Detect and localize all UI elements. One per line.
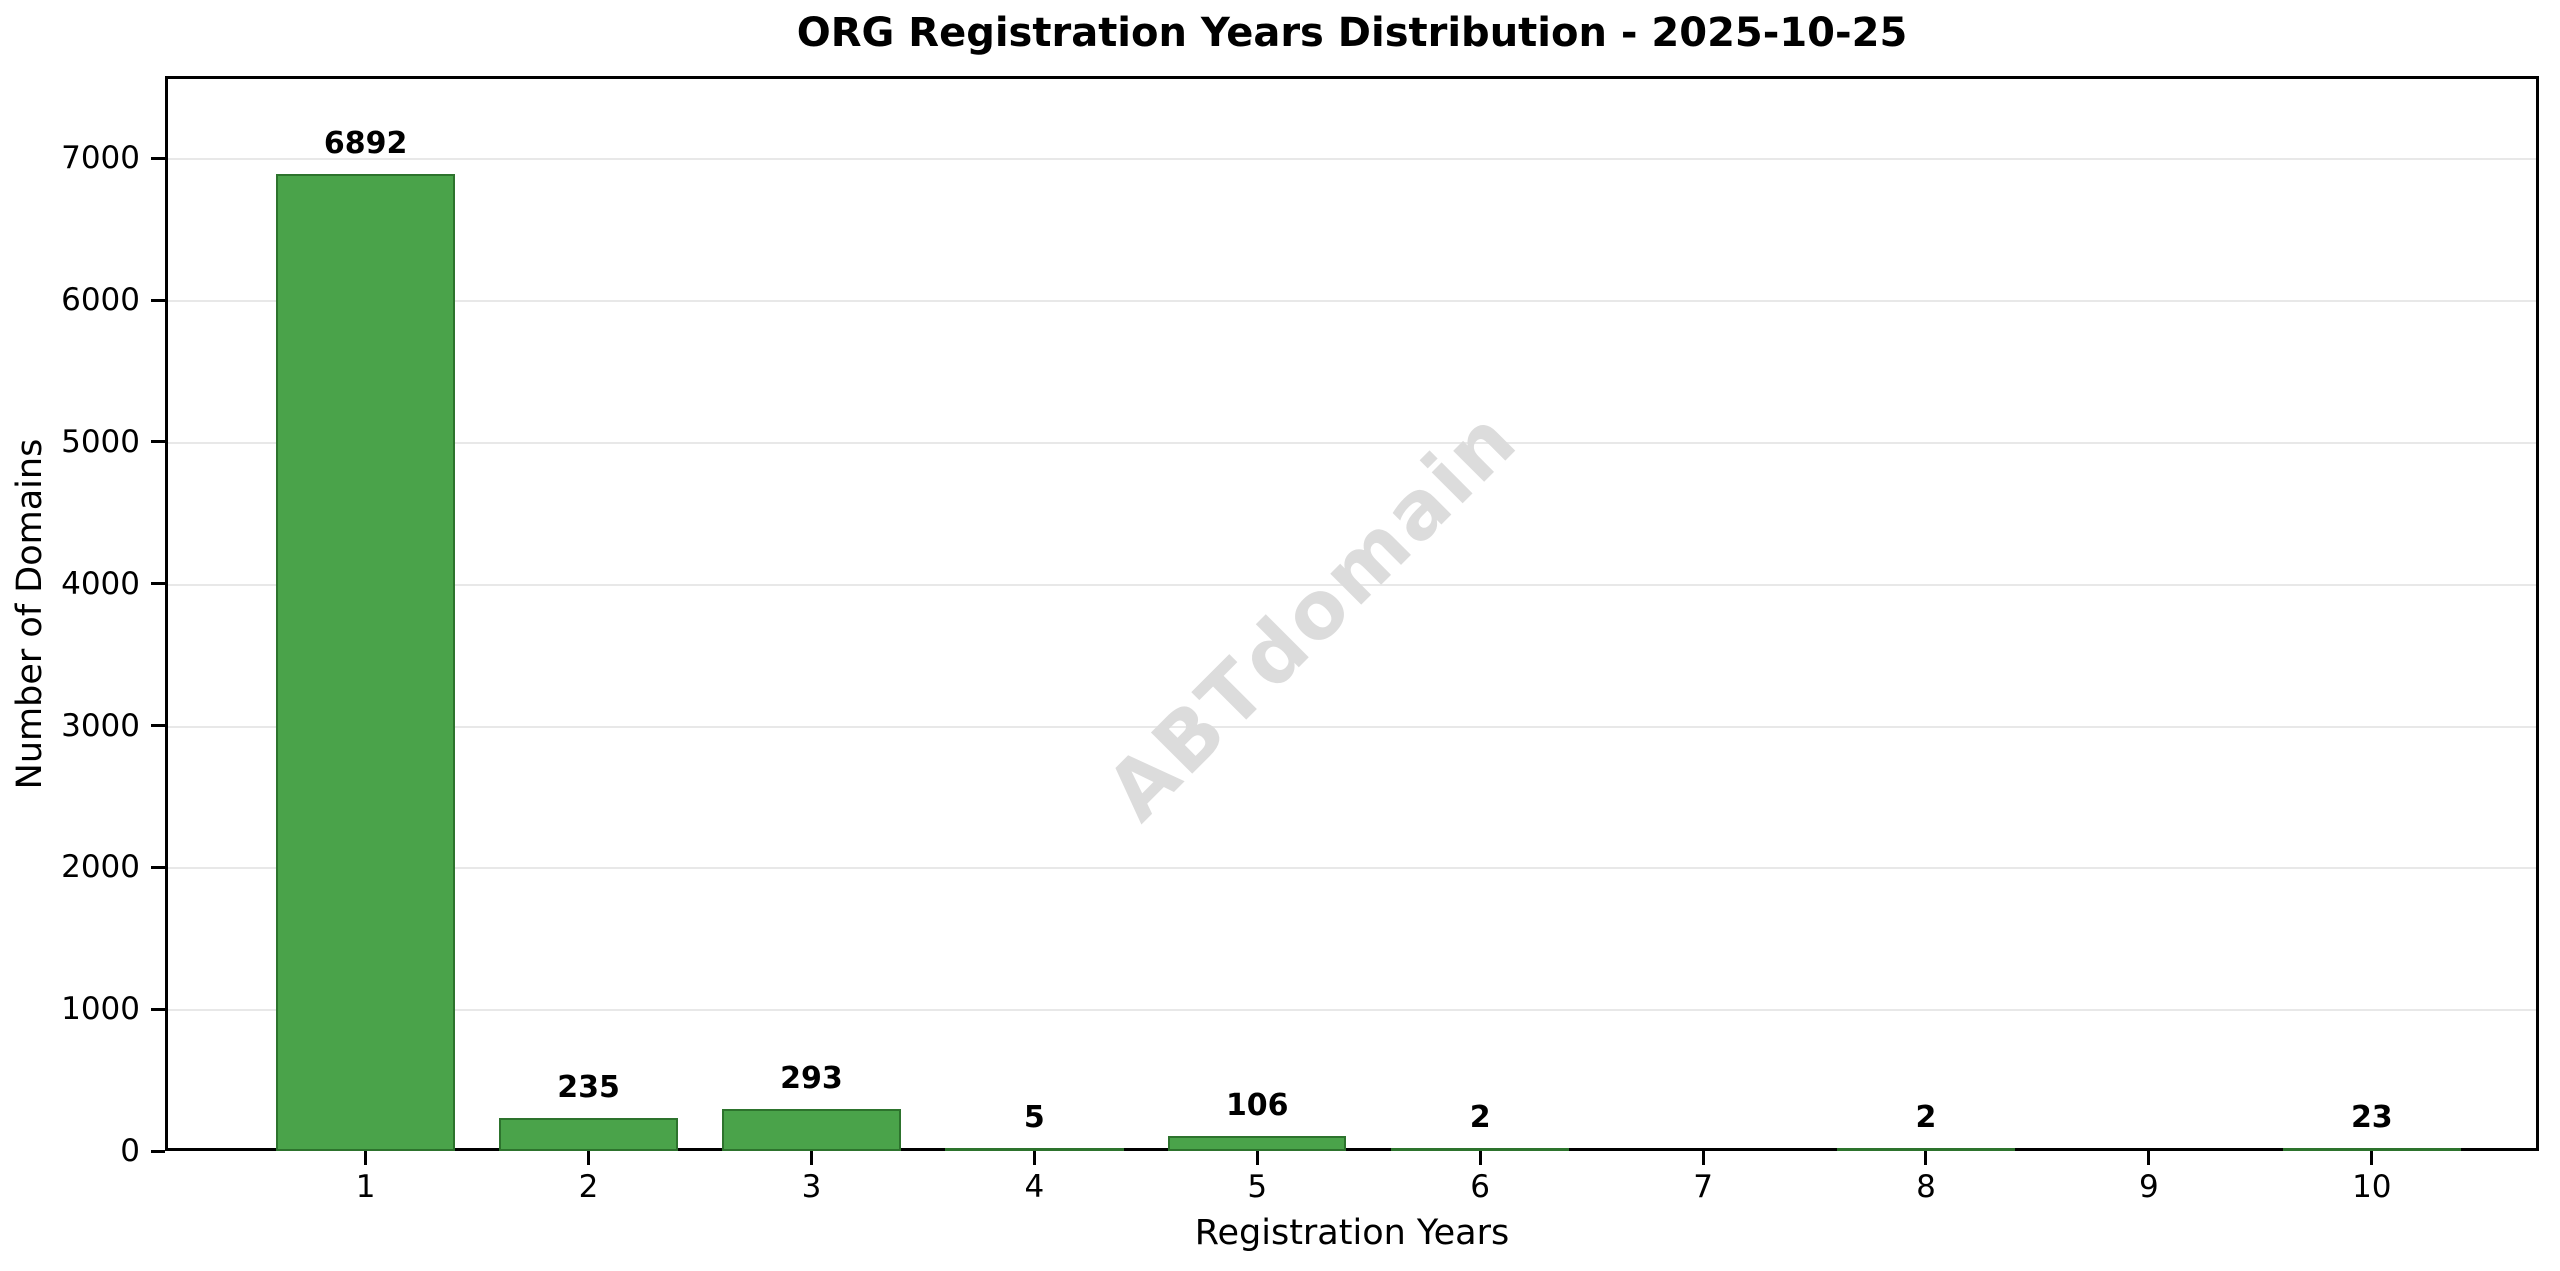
y-tick-mark-0 [151, 1149, 165, 1153]
x-tick-label-8: 8 [1916, 1169, 1936, 1205]
plot-area [165, 76, 2539, 1151]
x-tick-mark-6 [1478, 1151, 1482, 1165]
bar-year-6 [1391, 1148, 1570, 1151]
bar-value-label-1: 6892 [323, 125, 408, 161]
x-tick-mark-10 [2370, 1151, 2374, 1165]
x-tick-label-4: 4 [1024, 1169, 1045, 1205]
y-tick-label-0: 0 [120, 1133, 140, 1169]
gridline-y-2000 [168, 867, 2536, 870]
gridline-y-1000 [168, 1009, 2536, 1012]
bar-year-10 [2282, 1148, 2461, 1151]
x-tick-mark-2 [587, 1151, 591, 1165]
y-tick-label-7000: 7000 [61, 140, 140, 177]
bar-value-label-3: 293 [780, 1061, 843, 1097]
gridline-y-4000 [168, 583, 2536, 586]
gridline-y-6000 [168, 300, 2536, 303]
chart-title: ORG Registration Years Distribution - 20… [796, 10, 1908, 56]
bar-year-8 [1836, 1148, 2016, 1151]
y-tick-label-2000: 2000 [61, 849, 140, 886]
bar-year-4 [945, 1148, 1124, 1151]
y-tick-mark-1000 [151, 1007, 165, 1011]
y-tick-label-5000: 5000 [61, 423, 140, 460]
x-tick-label-1: 1 [355, 1169, 376, 1205]
gridline-y-7000 [168, 158, 2536, 161]
bar-year-3 [722, 1109, 901, 1151]
y-tick-label-1000: 1000 [61, 991, 140, 1028]
y-tick-label-6000: 6000 [61, 282, 140, 319]
bar-value-label-8: 2 [1915, 1100, 1937, 1135]
gridline-y-3000 [168, 725, 2536, 728]
y-tick-mark-2000 [151, 865, 165, 869]
x-tick-mark-1 [364, 1151, 368, 1165]
x-tick-label-5: 5 [1247, 1169, 1268, 1205]
bar-value-label-2: 235 [557, 1069, 620, 1105]
x-tick-label-10: 10 [2352, 1169, 2392, 1205]
y-tick-mark-4000 [151, 582, 165, 586]
bar-value-label-5: 106 [1225, 1087, 1289, 1123]
x-axis-label: Registration Years [1194, 1213, 1510, 1253]
gridline-y-5000 [168, 441, 2536, 444]
x-tick-label-2: 2 [578, 1169, 599, 1205]
x-tick-label-7: 7 [1693, 1169, 1713, 1205]
bar-value-label-4: 5 [1023, 1100, 1045, 1135]
bar-year-5 [1168, 1135, 1347, 1151]
bar-year-1 [276, 173, 455, 1151]
y-tick-mark-6000 [151, 298, 165, 302]
x-tick-mark-3 [809, 1151, 813, 1165]
x-tick-mark-9 [2147, 1151, 2151, 1165]
x-tick-label-6: 6 [1470, 1169, 1491, 1205]
y-axis-label: Number of Domains [10, 438, 50, 790]
bar-value-label-10: 23 [2350, 1099, 2393, 1135]
x-tick-mark-7 [1701, 1151, 1705, 1165]
y-tick-mark-3000 [151, 724, 165, 728]
y-tick-mark-5000 [151, 440, 165, 444]
y-tick-label-4000: 4000 [61, 565, 140, 602]
x-tick-mark-5 [1255, 1151, 1259, 1165]
x-tick-label-9: 9 [2139, 1169, 2159, 1205]
bar-year-2 [499, 1117, 678, 1151]
x-tick-mark-4 [1032, 1151, 1036, 1165]
x-tick-label-3: 3 [801, 1169, 822, 1205]
bar-value-label-6: 2 [1469, 1100, 1491, 1135]
x-tick-mark-8 [1924, 1151, 1928, 1165]
y-tick-mark-7000 [151, 156, 165, 160]
y-tick-label-3000: 3000 [61, 707, 140, 744]
